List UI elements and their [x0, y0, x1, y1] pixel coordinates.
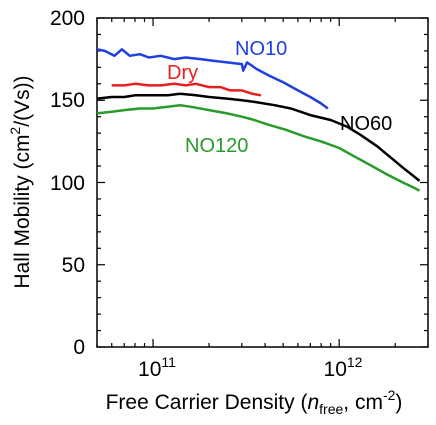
x-tick-1e12-exp: 12	[347, 354, 363, 370]
y-tick-label-0: 0	[73, 336, 85, 359]
x-tick-1e11-exp: 11	[161, 354, 176, 370]
y-tick-label-150: 150	[50, 89, 85, 112]
x-title-prefix: Free Carrier Density (	[106, 391, 308, 414]
x-axis-title: Free Carrier Density (nfree, cm-2)	[106, 387, 403, 417]
series-label-no60: NO60	[340, 113, 392, 135]
y-title-sup: 2	[7, 127, 23, 135]
y-tick-label-100: 100	[50, 172, 85, 195]
series-line-no120	[96, 103, 421, 192]
ticks	[96, 17, 429, 348]
y-tick-label-200: 200	[50, 7, 85, 30]
x-title-suffix: )	[395, 391, 402, 414]
plot-frame	[96, 17, 429, 348]
y-title-suffix: /(Vs))	[11, 75, 34, 126]
series-line-dry	[111, 82, 262, 97]
series-label-no120: NO120	[185, 135, 248, 157]
series-label-no10: NO10	[235, 38, 287, 60]
x-title-var: n	[307, 391, 319, 414]
x-title-sup: -2	[383, 387, 396, 403]
series-label-dry: Dry	[167, 62, 198, 84]
x-title-mid: , cm	[343, 391, 383, 414]
x-title-sub: free	[319, 401, 343, 417]
y-axis-title: Hall Mobility (cm2/(Vs))	[7, 75, 34, 288]
series-line-no10	[96, 48, 329, 110]
x-tick-label-1e12: 1012	[324, 354, 363, 381]
x-tick-1e12-base: 10	[324, 358, 347, 381]
x-tick-label-1e11: 1011	[138, 354, 176, 381]
y-title-prefix: Hall Mobility (cm	[11, 135, 34, 289]
y-tick-label-50: 50	[62, 254, 85, 277]
series-line-no60	[96, 92, 421, 182]
x-tick-1e11-base: 10	[138, 358, 161, 381]
series-lines	[96, 48, 421, 192]
